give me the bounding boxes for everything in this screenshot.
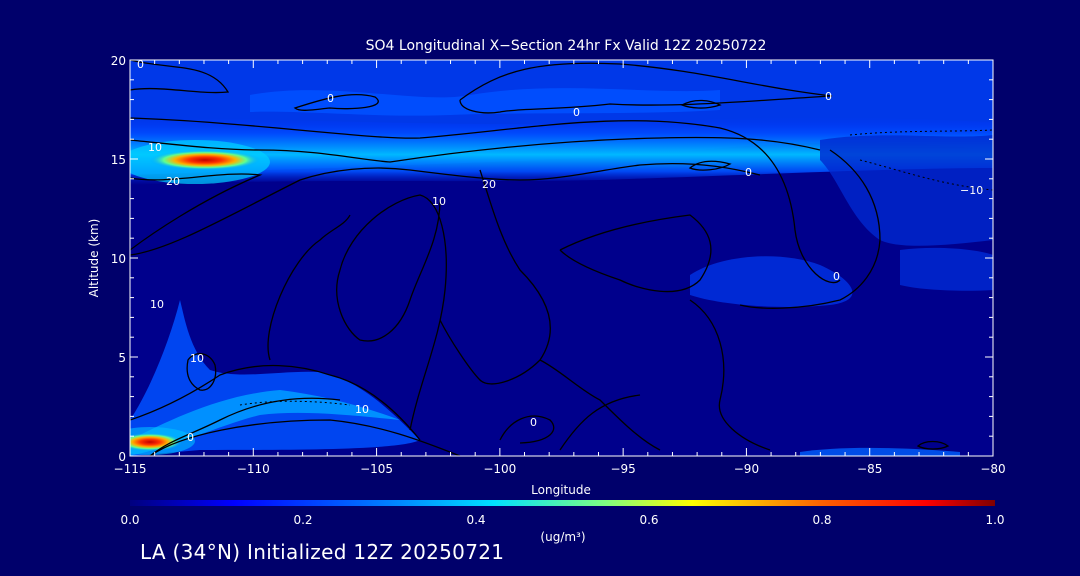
contour-label: 0 xyxy=(745,166,752,179)
contour-line-22 xyxy=(916,440,950,450)
contour-label: 0 xyxy=(833,270,840,283)
colorbar-tick-label: 0.2 xyxy=(293,513,312,527)
contour-line-20 xyxy=(130,364,421,441)
colorbar-unit-label: (ug/m³) xyxy=(540,530,585,544)
colorbar-tick-label: 0.0 xyxy=(120,513,139,527)
contour-line-18 xyxy=(688,160,732,171)
contour-line-5 xyxy=(130,117,841,284)
chart-title: SO4 Longitudinal X−Section 24hr Fx Valid… xyxy=(366,38,767,54)
contour-line-3 xyxy=(459,62,833,114)
x-tick-label: −80 xyxy=(980,462,1005,476)
y-tick-label: 10 xyxy=(111,252,126,266)
contour-line-14 xyxy=(689,299,771,451)
colorbar-tick-label: 1.0 xyxy=(985,513,1004,527)
contour-label: 0 xyxy=(573,106,580,119)
contour-line-10 xyxy=(267,214,351,361)
contour-line-11 xyxy=(336,199,441,342)
contour-label: 10 xyxy=(148,141,162,154)
contour-line-21 xyxy=(149,397,341,456)
footer-init-text: LA (34°N) Initialized 12Z 20250721 xyxy=(140,540,505,564)
y-axis-label: Altitude (km) xyxy=(87,219,101,298)
contour-label: 20 xyxy=(482,178,496,191)
y-tick-label: 5 xyxy=(118,351,126,365)
y-tick-label: 20 xyxy=(111,54,126,68)
x-tick-label: −85 xyxy=(857,462,882,476)
x-tick-label: −110 xyxy=(237,462,270,476)
contour-label: 0 xyxy=(187,431,194,444)
contour-label: 0 xyxy=(137,58,144,71)
east-right-patch xyxy=(900,247,993,291)
negative-contours xyxy=(239,129,993,406)
contour-labels: 0 0 0 10 20 10 0 0 10 −10 0 0 10 20 10 0 xyxy=(137,58,983,444)
contour-line-19 xyxy=(186,353,217,391)
contour-label: 10 xyxy=(190,352,204,365)
contour-label: 0 xyxy=(327,92,334,105)
contour-line-8 xyxy=(130,163,761,256)
contour-line-23 xyxy=(739,149,881,309)
contour-line-1 xyxy=(130,60,230,94)
x-tick-label: −105 xyxy=(360,462,393,476)
colorbar-ticks: 0.0 0.2 0.4 0.6 0.8 1.0 xyxy=(120,513,1004,527)
contour-label: 0 xyxy=(530,416,537,429)
colorbar xyxy=(130,500,995,506)
contour-line-9 xyxy=(339,194,447,431)
contour-label: 20 xyxy=(166,175,180,188)
contour-label: 0 xyxy=(825,90,832,103)
contour-label: 10 xyxy=(355,403,369,416)
colorbar-tick-label: 0.6 xyxy=(639,513,658,527)
contour-line-4 xyxy=(680,99,722,109)
y-tick-label: 0 xyxy=(118,450,126,464)
contour-label: 10 xyxy=(432,195,446,208)
x-tick-label: −115 xyxy=(114,462,147,476)
x-tick-label: −95 xyxy=(610,462,635,476)
contour-line-12 xyxy=(439,169,552,385)
contour-line-16 xyxy=(559,394,641,451)
west-low-bright xyxy=(130,390,400,456)
contour-lines xyxy=(130,60,950,456)
east-surface-wisp xyxy=(800,447,960,456)
contour-line-6 xyxy=(130,136,821,163)
contour-line-2 xyxy=(293,94,379,111)
contour-label: 10 xyxy=(150,298,164,311)
contour-label: −10 xyxy=(960,184,983,197)
colorbar-tick-label: 0.4 xyxy=(466,513,485,527)
surface-plume-core xyxy=(130,433,182,451)
right-upper-region xyxy=(820,135,993,246)
plot-area: 0 0 0 10 20 10 0 0 10 −10 0 0 10 20 10 0 xyxy=(130,58,993,456)
y-tick-label: 15 xyxy=(111,153,126,167)
plume-aloft-core xyxy=(150,150,260,170)
contour-line-13 xyxy=(559,214,712,293)
contour-line-24 xyxy=(149,419,461,456)
negative-contour-3 xyxy=(239,400,351,406)
x-tick-label: −90 xyxy=(734,462,759,476)
negative-contour-1 xyxy=(849,129,993,136)
x-tick-label: −100 xyxy=(483,462,516,476)
contour-line-7 xyxy=(130,173,263,251)
x-axis-label: Longitude xyxy=(531,483,591,497)
contour-line-15 xyxy=(539,359,661,451)
contour-line-17 xyxy=(499,415,555,444)
colorbar-tick-label: 0.8 xyxy=(812,513,831,527)
